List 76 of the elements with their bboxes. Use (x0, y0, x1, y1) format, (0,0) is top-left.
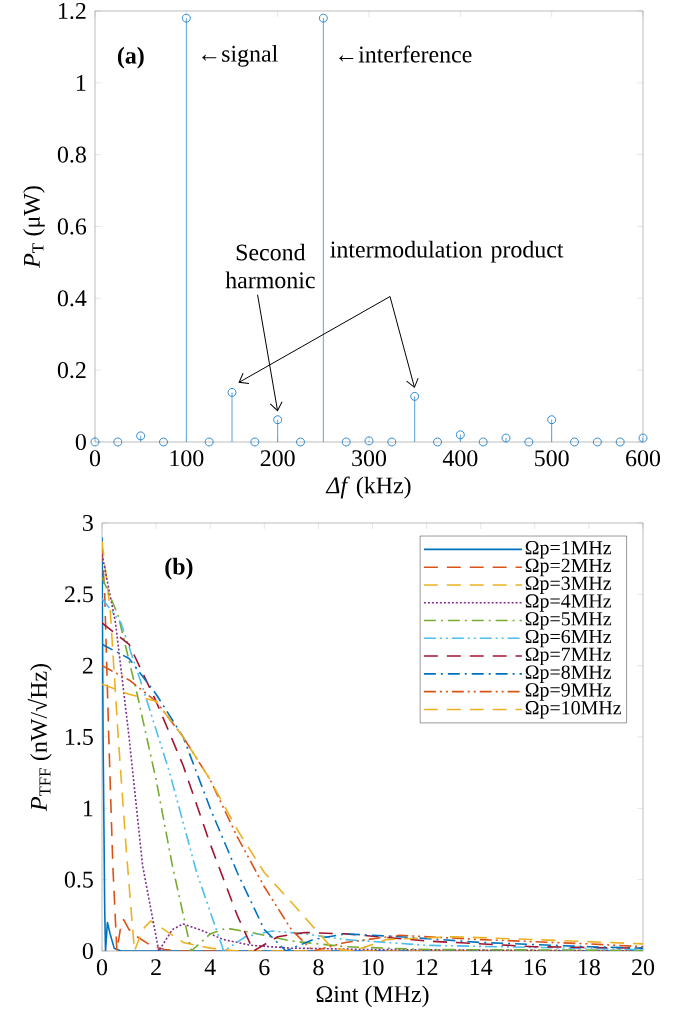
point (318, 13, 328, 23)
x-tick-label: 16 (524, 959, 547, 976)
x-axis-title: Δf (kHz) (325, 476, 411, 499)
point (136, 431, 146, 441)
legend-label: Ωp=5MHz (525, 612, 612, 630)
annotation: (a) (117, 46, 144, 69)
legend-label: Ωp=6MHz (525, 629, 612, 648)
x-tick-label: 8 (313, 959, 324, 976)
point (592, 437, 602, 447)
annotation: Second harmonic (225, 243, 315, 289)
y-tick-label: 0.5 (64, 871, 93, 888)
x-tick-label: 200 (260, 450, 295, 467)
x-tick-label: 100 (170, 450, 204, 467)
legend-label: Ωp=10MHz (525, 701, 622, 719)
x-tick-label: 6 (259, 959, 270, 976)
y-tick-label: 0.2 (57, 362, 86, 379)
point (638, 433, 648, 443)
y-tick-label: 1.5 (66, 728, 93, 746)
legend-label: Ωp=7MHz (525, 647, 612, 666)
point (181, 13, 191, 23)
legend-label: Ωp=2MHz (525, 558, 612, 577)
y-tick-label: 2 (82, 657, 93, 674)
legend-label: Ωp=3MHz (525, 576, 612, 594)
y-tick-label: 0.4 (57, 290, 87, 307)
y-tick-label: 0.8 (57, 146, 86, 163)
y-tick-label: 0 (75, 433, 86, 451)
annotation: (b) (165, 557, 193, 580)
y-axis-title: P$_{TFF}$ (nW/√Hz) (27, 664, 52, 812)
point (410, 391, 420, 401)
x-tick-label: 300 (352, 450, 387, 467)
x-tick-label: 14 (470, 959, 493, 975)
point (570, 437, 579, 447)
y-tick-label: 2.5 (64, 586, 93, 603)
point (90, 437, 100, 447)
x-axis-title: Ωint (MHz) (316, 985, 429, 1008)
x-tick-label: 20 (632, 959, 655, 976)
x-tick-label: 10 (362, 959, 384, 976)
point (478, 437, 488, 447)
y-tick-label: 1 (76, 74, 86, 91)
point (615, 437, 625, 447)
point (501, 433, 511, 443)
point (433, 437, 442, 447)
point (159, 437, 168, 447)
point (296, 437, 305, 447)
point (341, 437, 351, 447)
point (547, 415, 557, 425)
point (113, 437, 123, 447)
x-tick-label: 12 (416, 959, 438, 975)
x-tick-label: 2 (151, 959, 161, 975)
x-tick-label: 18 (579, 959, 600, 976)
y-tick-label: 1 (83, 800, 93, 817)
y-tick-label: 0 (82, 942, 93, 960)
y-axis-title: P$_{T}$ (μW) (23, 186, 45, 268)
annotation: intermodulation product (330, 240, 564, 263)
legend-label: Ωp=9MHz (525, 683, 612, 701)
legend-label: Ωp=1MHz (525, 541, 612, 559)
point (455, 430, 465, 440)
x-tick-label: 600 (626, 450, 661, 467)
x-tick-label: 4 (204, 959, 216, 975)
annotation: ←interference (339, 45, 472, 63)
point (387, 437, 397, 447)
point (524, 437, 534, 447)
annotation: ←signal (202, 45, 278, 67)
point (204, 437, 214, 447)
x-tick-label: 500 (535, 450, 569, 467)
legend-label: Ωp=8MHz (525, 665, 612, 683)
point (364, 436, 374, 446)
y-tick-label: 0.6 (57, 218, 87, 235)
y-tick-label: 1.2 (59, 2, 86, 20)
y-tick-label: 3 (83, 514, 93, 532)
x-tick-label: 400 (442, 450, 478, 467)
point (250, 437, 260, 447)
point (273, 415, 283, 425)
point (227, 387, 237, 397)
x-tick-label: 0 (96, 959, 108, 976)
legend-label: Ωp=4MHz (525, 594, 612, 612)
